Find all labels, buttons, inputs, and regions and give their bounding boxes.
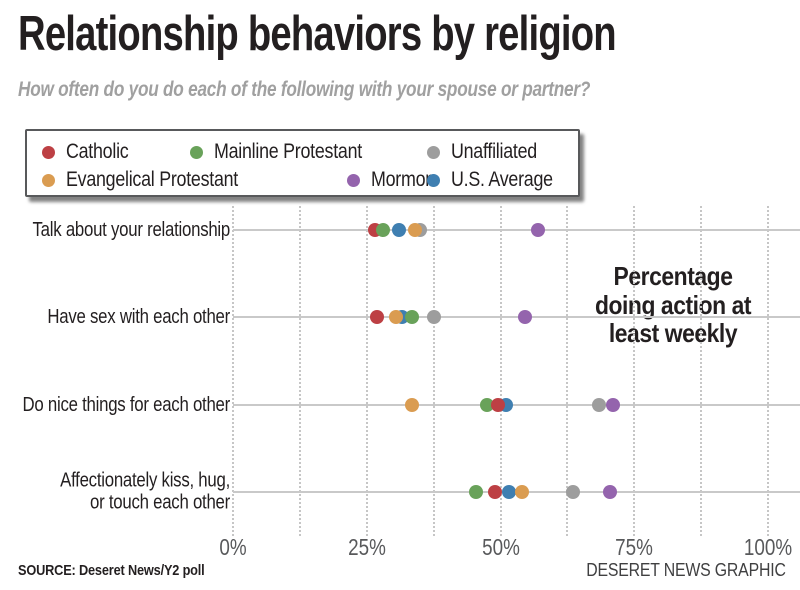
legend-dot-icon (347, 173, 360, 187)
data-point-mormon (530, 223, 545, 237)
data-point-catholic (490, 398, 505, 412)
gridline (566, 206, 569, 536)
data-point-mainline-protestant (480, 398, 495, 412)
legend-item-u-s-average: U.S. Average (427, 165, 571, 195)
data-point-mormon (603, 485, 618, 499)
gridline (432, 206, 435, 536)
data-point-unaffiliated (592, 398, 607, 412)
legend-label: Mainline Protestant (214, 140, 362, 163)
page-title: Relationship behaviors by religion (18, 7, 617, 61)
legend-dot-icon (427, 145, 440, 159)
legend-dot-icon (427, 173, 440, 187)
legend-label: Evangelical Protestant (66, 168, 239, 191)
gridline (633, 206, 636, 536)
legend-item-unaffiliated: Unaffiliated (427, 137, 552, 167)
legend-item-mormon: Mormon (347, 165, 446, 195)
gridline (232, 206, 234, 536)
legend-dot-icon (42, 145, 55, 159)
row-baseline (233, 404, 800, 406)
x-axis-tick-label: 50% (481, 534, 520, 560)
x-axis-tick-label: 0% (219, 534, 247, 560)
source-credit: SOURCE: Deseret News/Y2 poll (18, 562, 205, 579)
legend-item-catholic: Catholic (42, 137, 139, 167)
data-point-evangelical-protestant (407, 223, 422, 237)
data-point-mormon (605, 398, 620, 412)
legend-label: Mormon (371, 168, 435, 191)
gridline (767, 206, 769, 536)
page-subtitle: How often do you do each of the followin… (18, 78, 591, 101)
data-point-mainline-protestant (405, 310, 420, 324)
legend-item-evangelical-protestant: Evangelical Protestant (42, 165, 268, 195)
row-baseline (233, 229, 800, 231)
data-point-evangelical-protestant (389, 310, 404, 324)
gridline (298, 206, 301, 536)
x-axis-tick-label: 75% (615, 534, 654, 560)
gridline (700, 206, 703, 536)
legend-label: Catholic (66, 140, 129, 163)
chart-annotation: Percentage doing action at least weekly (594, 261, 752, 349)
dot-plot: Percentage doing action at least weekly … (0, 200, 800, 560)
row-label: Talk about your relationship (32, 218, 231, 241)
data-point-unaffiliated (426, 310, 441, 324)
gridline (499, 206, 502, 536)
x-axis-tick-label: 25% (347, 534, 386, 560)
data-point-mainline-protestant (375, 223, 390, 237)
gridline (365, 206, 368, 536)
data-point-evangelical-protestant (405, 398, 420, 412)
legend-item-mainline-protestant: Mainline Protestant (190, 137, 388, 167)
legend-dot-icon (42, 173, 55, 187)
legend-label: Unaffiliated (451, 140, 537, 163)
data-point-u-s-average (501, 485, 516, 499)
data-point-evangelical-protestant (514, 485, 529, 499)
row-label: Affectionately kiss, hug, or touch each … (60, 469, 230, 514)
row-baseline (233, 316, 800, 318)
data-point-mormon (517, 310, 532, 324)
legend-dot-icon (190, 145, 203, 159)
legend-label: U.S. Average (451, 168, 553, 191)
data-point-mainline-protestant (469, 485, 484, 499)
data-point-catholic (370, 310, 385, 324)
row-label: Have sex with each other (47, 305, 231, 328)
data-point-catholic (488, 485, 503, 499)
data-point-u-s-average (391, 223, 406, 237)
data-point-unaffiliated (565, 485, 580, 499)
x-axis-tick-label: 100% (743, 534, 793, 560)
legend: Catholic Mainline Protestant Unaffiliated E… (25, 129, 580, 197)
graphic-credit: DESERET NEWS GRAPHIC (586, 560, 786, 580)
row-label: Do nice things for each other (22, 393, 231, 416)
